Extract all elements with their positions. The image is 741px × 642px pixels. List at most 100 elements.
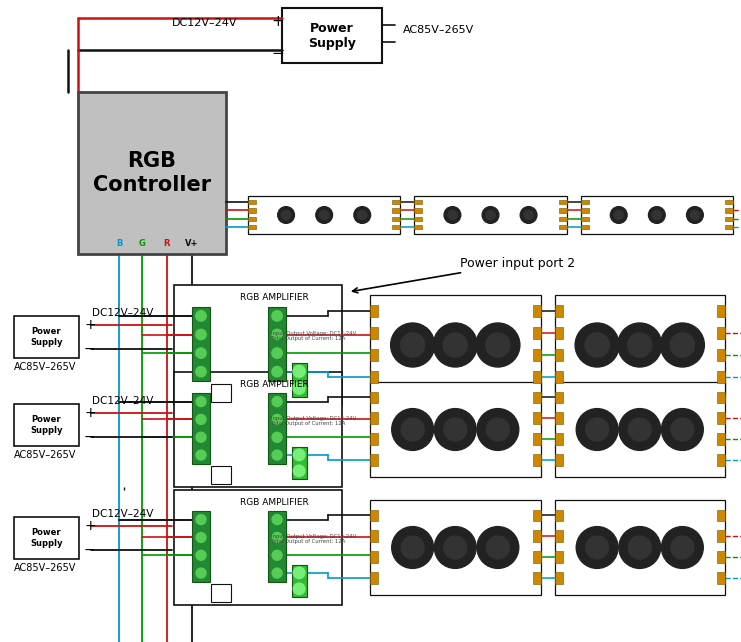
Circle shape [293, 465, 305, 477]
Bar [392, 216, 400, 221]
Circle shape [671, 418, 694, 441]
Circle shape [662, 526, 703, 568]
Circle shape [662, 408, 703, 451]
Circle shape [614, 211, 623, 220]
Bar [370, 510, 378, 521]
Bar [248, 196, 400, 234]
Bar [414, 196, 567, 234]
Bar [554, 412, 562, 424]
Circle shape [272, 397, 282, 406]
Bar [559, 200, 567, 204]
Bar [554, 551, 562, 562]
Circle shape [443, 333, 468, 357]
Bar [581, 196, 733, 234]
Bar [211, 466, 231, 484]
Bar [414, 216, 422, 221]
Circle shape [319, 211, 329, 220]
Circle shape [585, 536, 608, 559]
Bar [717, 305, 725, 317]
Bar [554, 295, 725, 395]
Circle shape [585, 418, 608, 441]
Circle shape [358, 211, 367, 220]
Bar [370, 572, 378, 584]
Circle shape [477, 526, 519, 568]
Circle shape [618, 323, 662, 367]
Circle shape [278, 207, 294, 223]
Circle shape [272, 515, 282, 525]
Bar [174, 372, 342, 487]
Circle shape [687, 207, 703, 223]
Text: Input Output Voltage: DC12-24V
Total Output of Current: 12A: Input Output Voltage: DC12-24V Total Out… [271, 416, 356, 426]
Circle shape [611, 207, 627, 223]
Circle shape [486, 418, 509, 441]
Bar [554, 382, 725, 477]
Bar [581, 200, 588, 204]
Bar [717, 530, 725, 542]
Text: Power
Supply: Power Supply [308, 21, 356, 49]
Bar [292, 565, 307, 597]
Bar [370, 305, 378, 317]
Bar [717, 454, 725, 465]
Circle shape [524, 211, 534, 220]
Circle shape [272, 348, 282, 358]
Text: Input Output Voltage: DC12-24V
Total Output of Current: 12A: Input Output Voltage: DC12-24V Total Out… [271, 331, 356, 342]
Text: DC12V–24V: DC12V–24V [92, 509, 153, 519]
Bar [554, 500, 725, 595]
Circle shape [486, 333, 510, 357]
Circle shape [434, 526, 476, 568]
Bar [14, 517, 79, 559]
Bar [533, 572, 540, 584]
Text: AC85V–265V: AC85V–265V [14, 563, 76, 573]
Bar [554, 371, 562, 383]
Circle shape [196, 329, 206, 340]
Circle shape [293, 567, 305, 578]
Bar [717, 433, 725, 445]
Bar [581, 225, 588, 229]
Text: G: G [139, 239, 145, 248]
Bar [248, 216, 256, 221]
Bar [370, 295, 540, 395]
Bar [248, 200, 256, 204]
Circle shape [444, 536, 467, 559]
Circle shape [619, 526, 661, 568]
Circle shape [652, 211, 662, 220]
Circle shape [293, 583, 305, 594]
Circle shape [444, 418, 467, 441]
Bar [581, 216, 588, 221]
Circle shape [585, 333, 609, 357]
Text: RGB
Controller: RGB Controller [93, 152, 211, 195]
Text: RGB AMPLIFIER: RGB AMPLIFIER [240, 380, 309, 389]
Bar [370, 500, 540, 595]
Circle shape [392, 408, 433, 451]
Circle shape [196, 311, 206, 321]
Text: Power
Supply: Power Supply [30, 415, 63, 435]
Bar [533, 305, 540, 317]
Circle shape [354, 207, 370, 223]
Circle shape [448, 211, 457, 220]
Bar [370, 412, 378, 424]
Bar [211, 584, 231, 602]
Text: AC85V–265V: AC85V–265V [14, 362, 76, 372]
Bar [78, 92, 226, 254]
Text: AC85V–265V: AC85V–265V [14, 450, 76, 460]
Circle shape [272, 415, 282, 424]
Circle shape [671, 333, 694, 357]
Text: +: + [84, 318, 96, 333]
Bar [174, 285, 342, 405]
Bar [370, 327, 378, 339]
Bar [533, 371, 540, 383]
Text: RGB AMPLIFIER: RGB AMPLIFIER [240, 293, 309, 302]
Circle shape [392, 526, 433, 568]
Bar [717, 371, 725, 383]
Bar [192, 510, 210, 582]
Circle shape [486, 211, 495, 220]
Circle shape [433, 323, 477, 367]
Circle shape [196, 348, 206, 358]
Circle shape [671, 536, 694, 559]
Circle shape [272, 550, 282, 560]
Circle shape [196, 415, 206, 424]
Text: DC12V–24V: DC12V–24V [92, 308, 153, 318]
Circle shape [196, 532, 206, 542]
Text: Input Output Voltage: DC12-24V
Total Output of Current: 12A: Input Output Voltage: DC12-24V Total Out… [271, 534, 356, 544]
Text: −: − [84, 429, 96, 444]
